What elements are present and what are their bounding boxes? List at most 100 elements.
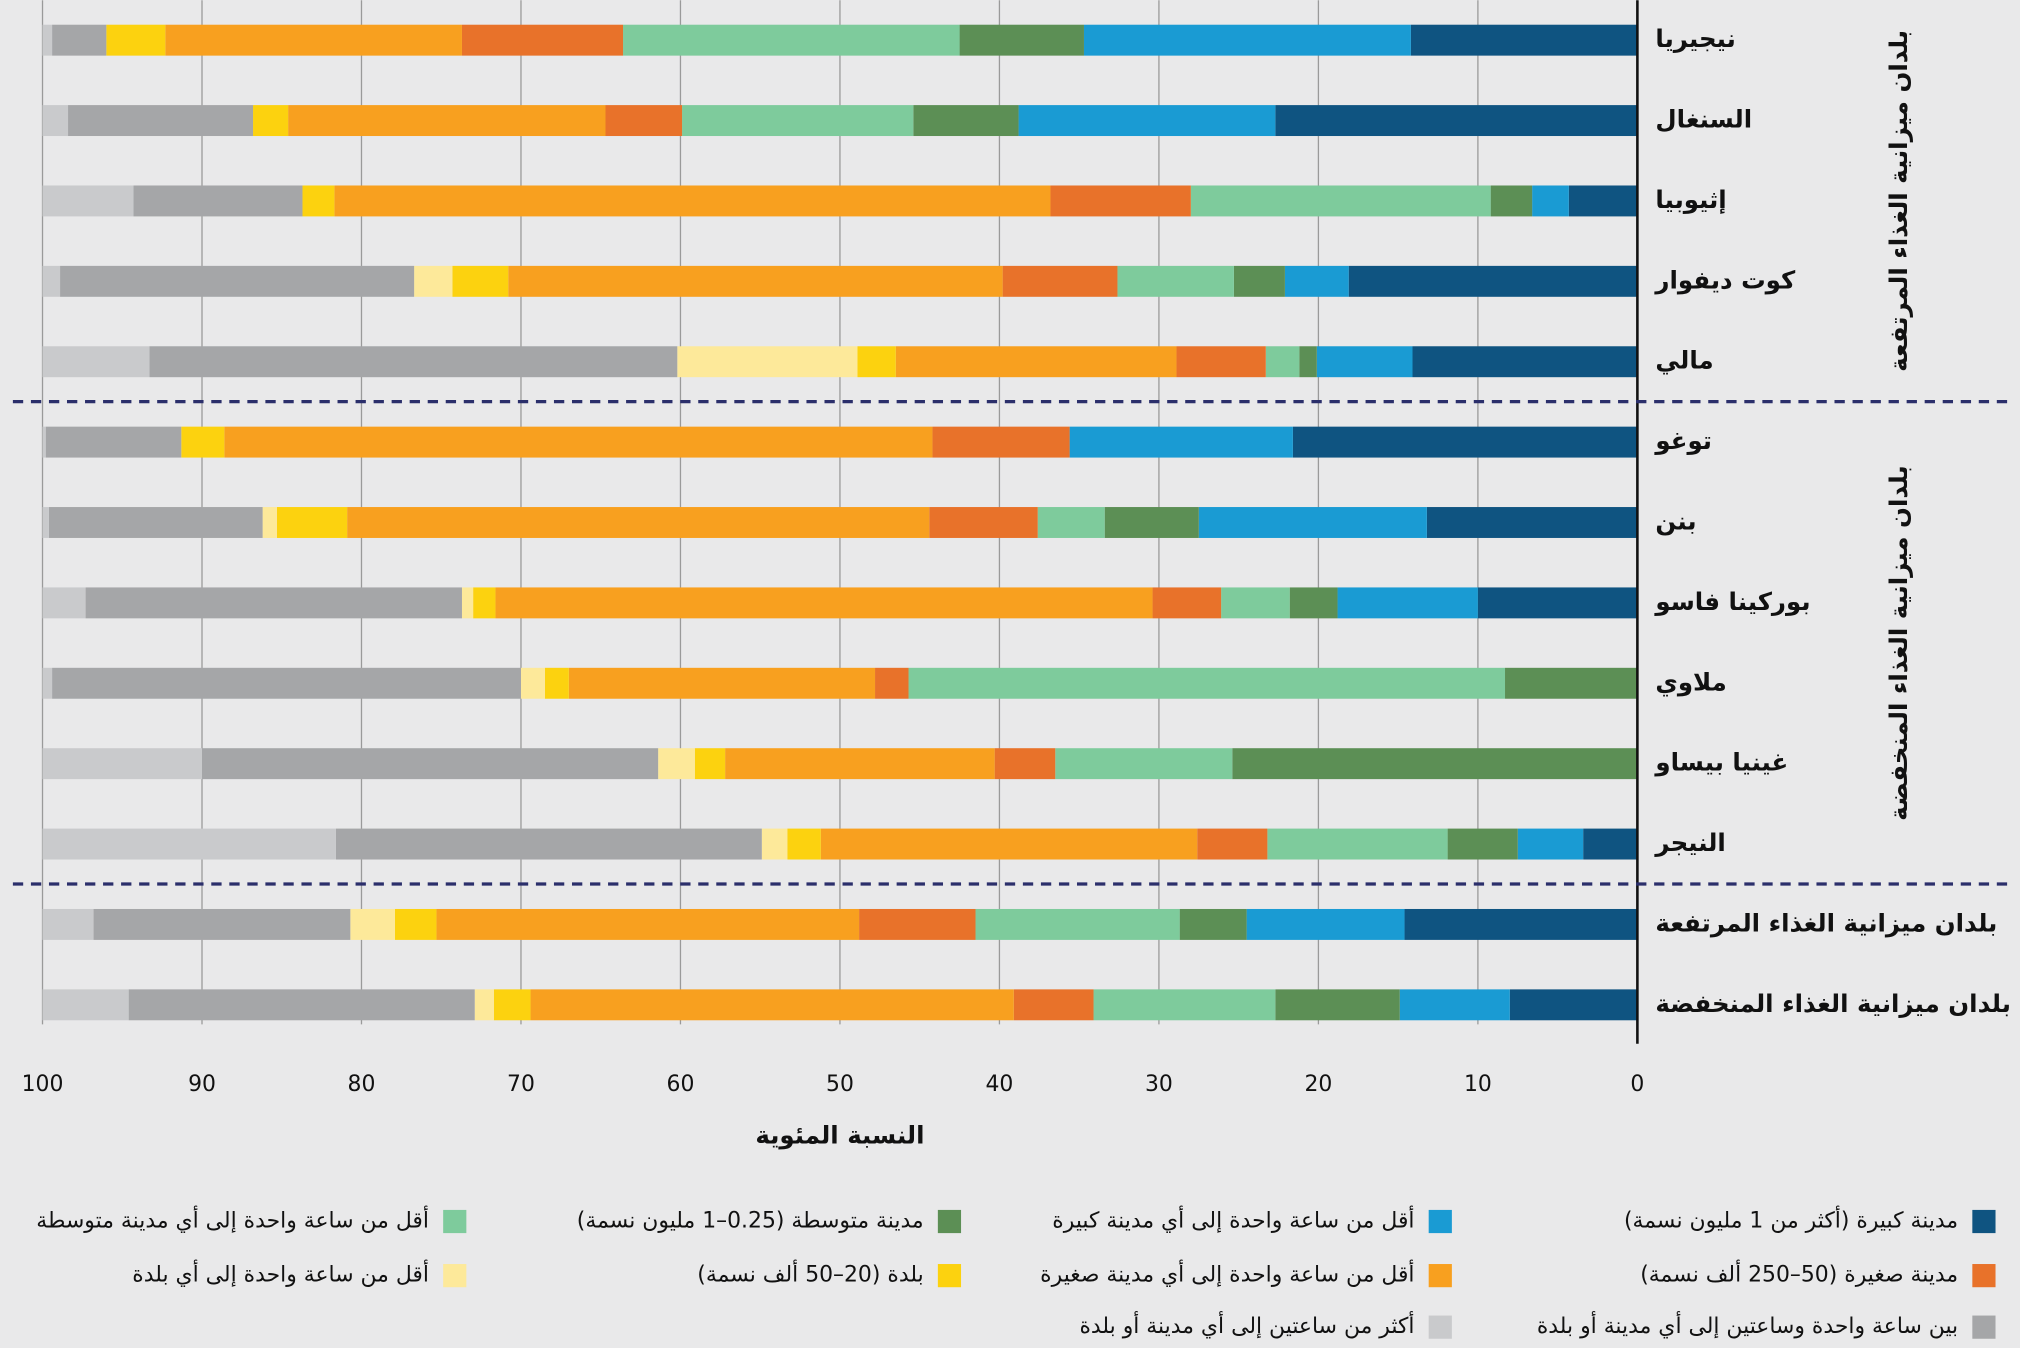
legend-swatch	[443, 1209, 467, 1234]
bar-segment	[1477, 587, 1638, 619]
bar-segment	[1221, 587, 1290, 619]
bar-segment	[42, 667, 53, 699]
bar-segment	[68, 105, 254, 137]
category-label: السنغال	[1655, 105, 1752, 134]
bar-segment	[253, 105, 289, 137]
bar-segment	[42, 24, 53, 56]
group-label: بلدان ميزانية الغذاء المرتفعة	[1884, 30, 1913, 372]
bar-segment	[1275, 105, 1638, 137]
legend-swatch	[1428, 1315, 1452, 1339]
legend-label: مدينة كبيرة (أكثر من 1 مليون نسمة)	[1624, 1206, 1958, 1234]
bar-segment	[42, 989, 129, 1021]
x-tick-label: 20	[1304, 1072, 1332, 1097]
x-tick-label: 60	[667, 1072, 695, 1097]
legend-swatch	[443, 1264, 467, 1288]
bar-segment	[677, 346, 858, 378]
bar-segment	[1152, 587, 1222, 619]
bar-segment	[473, 587, 496, 619]
x-tick-label: 70	[507, 1072, 535, 1097]
bar-segment	[1299, 346, 1317, 378]
bar-segment	[85, 587, 462, 619]
bar-segment	[42, 265, 61, 297]
bar-segment	[106, 24, 166, 56]
legend-label: بين ساعة واحدة وساعتين إلى أي مدينة أو ب…	[1537, 1311, 1958, 1339]
bar-segment	[1104, 507, 1199, 538]
x-tick-label: 90	[188, 1072, 216, 1097]
bar-segment	[658, 748, 695, 780]
bar-segment	[262, 507, 277, 538]
bar-segment	[436, 908, 860, 940]
bar-segment	[1568, 185, 1638, 217]
x-tick-label: 100	[22, 1072, 64, 1097]
bar-segment	[493, 989, 531, 1021]
bar-segment	[42, 426, 46, 458]
legend-label: بلدة (20–50 ألف نسمة)	[697, 1260, 923, 1288]
bar-segment	[48, 507, 263, 538]
bar-segment	[1176, 346, 1266, 378]
bar-segment	[1289, 587, 1338, 619]
bar-segment	[414, 265, 453, 297]
x-tick-label: 40	[986, 1072, 1014, 1097]
bar-segment	[181, 426, 225, 458]
bar-segment	[202, 748, 659, 780]
x-tick-label: 0	[1630, 1072, 1644, 1097]
bar-segment	[694, 748, 726, 780]
bar-segment	[1197, 828, 1268, 860]
bar-segment	[1337, 587, 1478, 619]
bar-segment	[605, 105, 683, 137]
bar-segment	[1348, 265, 1638, 297]
bar-segment	[1069, 426, 1293, 458]
bar-segment	[1505, 667, 1638, 699]
bar-segment	[1179, 908, 1247, 940]
bar-segment	[1267, 828, 1448, 860]
legend-swatch	[937, 1264, 962, 1288]
bar-segment	[1055, 748, 1233, 780]
category-label: ملاوي	[1655, 667, 1726, 697]
bar-segment	[42, 185, 134, 217]
bar-segment	[787, 828, 821, 860]
bar-segment	[288, 105, 606, 137]
bar-segment	[461, 24, 624, 56]
bar-segment	[1426, 507, 1638, 538]
bar-segment	[452, 265, 509, 297]
bar-segment	[959, 24, 1084, 56]
bar-segment	[45, 426, 182, 458]
bar-segment	[932, 426, 1070, 458]
bar-segment	[1190, 185, 1491, 217]
bar-segment	[1410, 24, 1638, 56]
legend-label: أقل من ساعة واحدة إلى أي مدينة متوسطة	[36, 1206, 429, 1234]
x-tick-label: 50	[826, 1072, 854, 1097]
bar-segment	[1093, 989, 1276, 1021]
bar-segment	[544, 667, 569, 699]
bar-segment	[1517, 828, 1584, 860]
bar-segment	[42, 587, 86, 619]
category-label: بوركينا فاسو	[1654, 587, 1810, 616]
bar-segment	[52, 24, 107, 56]
legend-swatch	[1972, 1315, 1996, 1339]
bar-segment	[908, 667, 1506, 699]
bar-segment	[1265, 346, 1300, 378]
group-label: بلدان ميزانية الغذاء المنخفضة	[1884, 465, 1913, 820]
bar-segment	[276, 507, 348, 538]
bar-segment	[857, 346, 896, 378]
category-label: النيجر	[1653, 828, 1725, 857]
bar-segment	[761, 828, 788, 860]
bar-segment	[133, 185, 303, 217]
bar-segment	[520, 667, 545, 699]
bar-segment	[347, 507, 930, 538]
legend-swatch	[1972, 1264, 1996, 1288]
bar-segment	[1232, 748, 1638, 780]
category-label: كوت ديفوار	[1653, 265, 1796, 294]
x-tick-label: 80	[348, 1072, 376, 1097]
bar-segment	[165, 24, 462, 56]
bar-segment	[1018, 105, 1276, 137]
legend-swatch	[1428, 1209, 1452, 1234]
category-label: بلدان ميزانية الغذاء المنخفضة	[1655, 989, 2010, 1018]
bar-segment	[1233, 265, 1285, 297]
bar-segment	[1532, 185, 1569, 217]
legend-label: أكثر من ساعتين إلى أي مدينة أو بلدة	[1079, 1311, 1414, 1339]
bar-segment	[913, 105, 1019, 137]
legend-label: أقل من ساعة واحدة إلى أي مدينة صغيرة	[1040, 1260, 1414, 1288]
bar-segment	[42, 828, 336, 860]
